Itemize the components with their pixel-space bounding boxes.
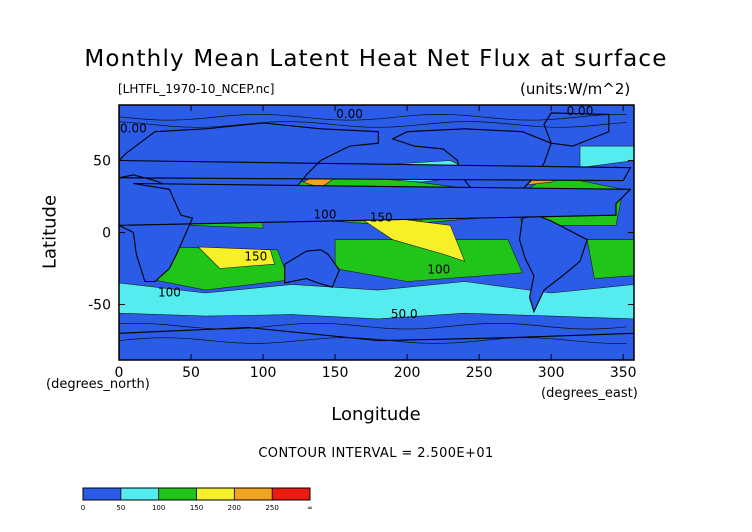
y-tick-label: 0 xyxy=(102,226,111,242)
contour-line xyxy=(119,121,627,128)
colorbar-tick-label: 50 xyxy=(116,504,125,512)
contour-label: 50.0 xyxy=(391,307,418,321)
contour-label: 0.00 xyxy=(120,121,147,135)
plot-area: 0.00 0.00 0.00 100 150 150 100 100 50.0 xyxy=(119,104,634,360)
colorbar-tick-label: 200 xyxy=(228,504,241,512)
contour-label: 150 xyxy=(370,211,393,225)
contour-line xyxy=(119,114,627,121)
x-tick-label: 0 xyxy=(115,365,124,381)
colorbar-swatch xyxy=(234,488,254,500)
colorbar-swatch xyxy=(83,488,103,500)
y-tick-label: -50 xyxy=(88,298,111,314)
colorbar-swatch xyxy=(177,488,197,500)
colorbar-swatch xyxy=(158,488,178,500)
colorbar-swatch xyxy=(253,488,273,500)
colorbar-tick-label: 100 xyxy=(152,504,165,512)
x-tick-label: 150 xyxy=(322,365,349,381)
colorbar-swatch xyxy=(196,488,216,500)
flux-region-north-atlantic-cyan xyxy=(579,145,634,169)
x-tick-label: 50 xyxy=(182,365,200,381)
contour-label: 100 xyxy=(314,208,337,222)
chart-title: Monthly Mean Latent Heat Net Flux at sur… xyxy=(84,46,668,72)
x-tick-label: 200 xyxy=(394,365,421,381)
colorbar-swatch xyxy=(101,488,122,500)
colorbar-swatch xyxy=(215,488,235,500)
colorbar: 0 50 100 150 200 250 ∞ xyxy=(81,487,313,512)
land-south-america xyxy=(518,214,588,314)
y-tick-label: 50 xyxy=(93,153,111,169)
colorbar-swatch xyxy=(291,488,311,500)
colorbar-tick-label: 150 xyxy=(190,504,203,512)
contour-label: 150 xyxy=(244,249,267,263)
x-tick-label: 250 xyxy=(466,365,493,381)
colorbar-tick-label: 0 xyxy=(81,504,85,512)
source-file-label: [LHTFL_1970-10_NCEP.nc] xyxy=(118,82,275,96)
x-tick-label: 100 xyxy=(250,365,277,381)
flux-region-southern-ocean-band xyxy=(119,281,634,320)
land-australia xyxy=(284,249,341,288)
flux-region-indian-yellow xyxy=(197,246,275,269)
x-tick-label: 350 xyxy=(610,365,637,381)
axes: 0 50 100 150 200 250 300 350 -50 0 50 xyxy=(88,105,637,381)
land-africa xyxy=(119,182,632,283)
x-tick-label: 300 xyxy=(538,365,565,381)
flux-region-south-atlantic-subtropical xyxy=(586,239,634,279)
contour-label: 0.00 xyxy=(336,107,363,121)
contour-label: 100 xyxy=(427,262,450,276)
colorbar-tick-label: ∞ xyxy=(307,504,313,512)
units-label: (units:W/m^2) xyxy=(520,80,631,98)
contour-interval-label: CONTOUR INTERVAL = 2.500E+01 xyxy=(258,446,494,461)
x-axis-unit: (degrees_east) xyxy=(541,386,638,401)
colorbar-swatch xyxy=(120,488,141,500)
contour-label: 100 xyxy=(158,286,181,300)
x-axis-title: Longitude xyxy=(331,404,421,425)
contour-label: 0.00 xyxy=(567,104,594,118)
land-antarctica xyxy=(119,327,634,360)
colorbar-swatch xyxy=(139,488,159,500)
contour-line xyxy=(119,322,627,330)
colorbar-swatch xyxy=(272,488,292,500)
contour-line xyxy=(119,337,627,344)
colorbar-tick-label: 250 xyxy=(265,504,278,512)
y-axis-unit: (degrees_north) xyxy=(46,377,150,392)
